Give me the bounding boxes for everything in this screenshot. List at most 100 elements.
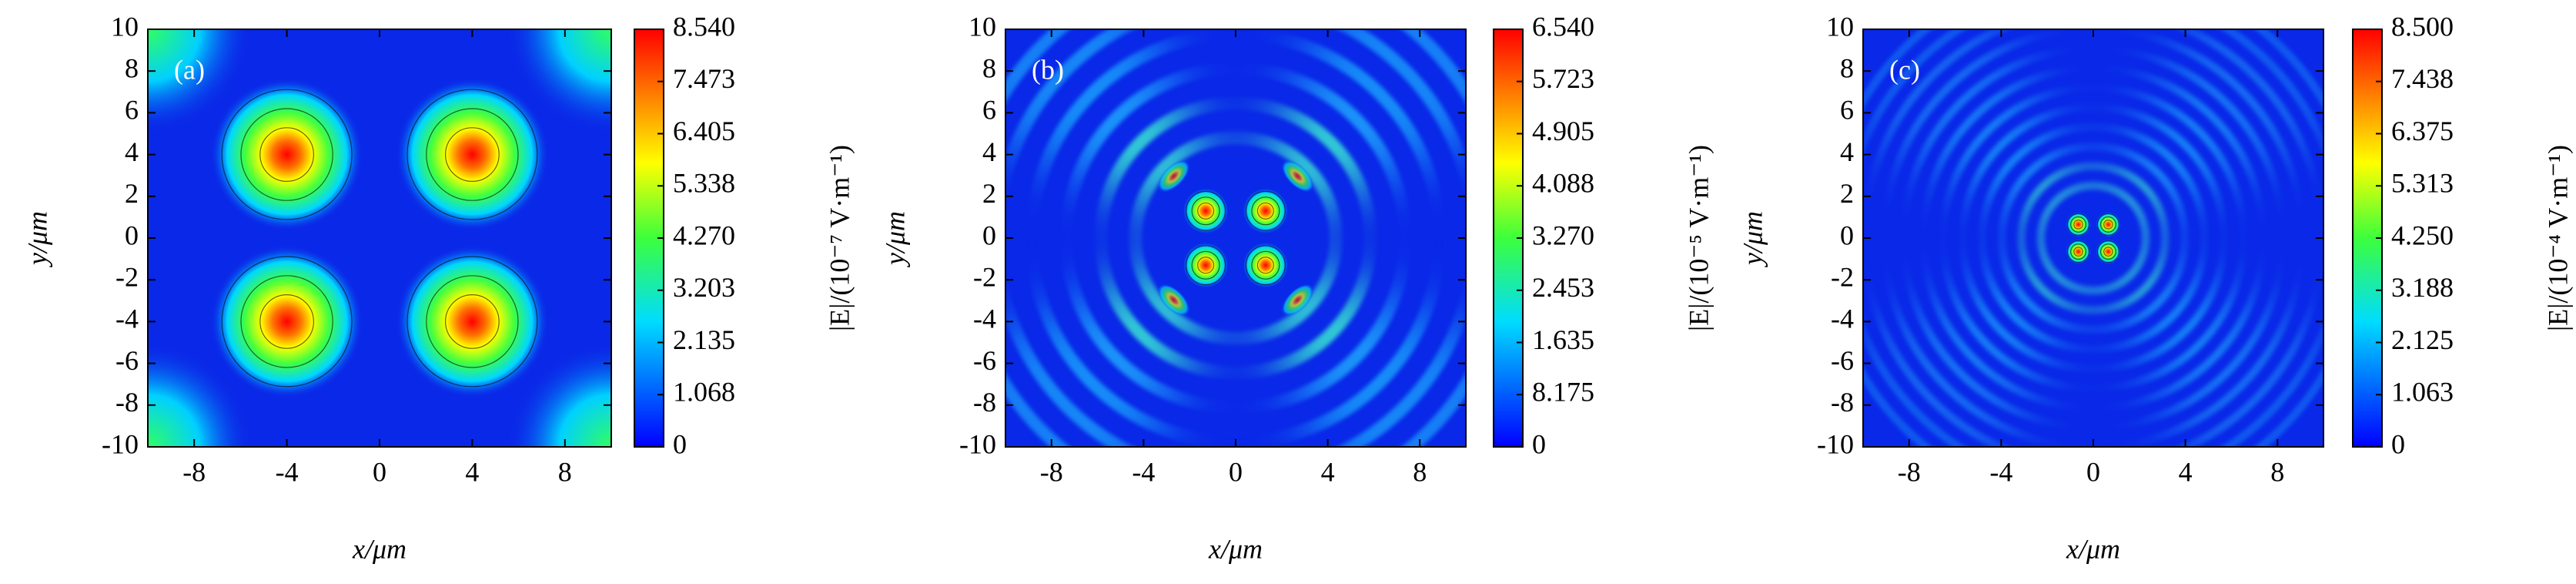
y-tick-label: -2	[1831, 261, 1854, 292]
colorbar-tick-label: 7.438	[2391, 63, 2454, 94]
colorbar-tick-label: 6.375	[2391, 116, 2454, 146]
y-tick-label: 8	[982, 52, 996, 83]
panel: (a) -8 -4 0 4 8 -10 -8 -6 -4 -2 0 2 4 6 8 10 x/μm y/μm 0 1.0…	[22, 11, 855, 564]
colorbar-label: |E|/(10⁻⁵ V·m⁻¹)	[1683, 145, 1714, 331]
x-tick-label: -8	[182, 456, 206, 487]
y-axis-label: y/μm	[879, 211, 910, 267]
colorbar-tick-label: 1.635	[1532, 324, 1594, 355]
y-tick-label: 10	[969, 11, 996, 42]
colorbar-tick-label: 6.405	[673, 116, 735, 146]
y-tick-label: 6	[982, 95, 996, 126]
colorbar-tick-label: 3.188	[2391, 272, 2454, 303]
y-tick-label: -6	[1831, 345, 1854, 376]
contour-line	[406, 256, 538, 388]
ring	[1997, 142, 2190, 334]
colorbar-tick-label: 8.540	[673, 11, 735, 42]
y-tick-label: -4	[1831, 304, 1854, 334]
colorbar-tick-label: 1.063	[2391, 377, 2454, 408]
y-tick-label: 6	[1840, 95, 1854, 126]
side-lobe	[1157, 284, 1190, 317]
colorbar-tick-label: 5.338	[673, 168, 735, 199]
contour-line	[445, 127, 500, 182]
colorbar-label: |E|/(10⁻⁷ V·m⁻¹)	[824, 145, 855, 331]
x-tick-label: 4	[1321, 456, 1335, 487]
contour-line	[2073, 220, 2083, 230]
ring	[2017, 162, 2170, 314]
x-tick-label: 4	[465, 456, 479, 487]
contour-line	[2103, 220, 2113, 230]
ring	[1939, 83, 2248, 393]
y-axis-label: y/μm	[1737, 211, 1768, 267]
colorbar-tick-label: 8.500	[2391, 11, 2454, 42]
x-tick-label: 8	[2270, 456, 2284, 487]
colorbar-tick-label: 3.270	[1532, 220, 1594, 250]
colorbar-tick-label: 3.203	[673, 272, 735, 303]
corner-lobe	[148, 342, 253, 447]
y-tick-label: 8	[1840, 52, 1854, 83]
contour-line	[221, 256, 353, 388]
x-axis-label: x/μm	[352, 533, 406, 564]
contour-line	[2099, 243, 2116, 260]
colorbar-tick-label: 1.068	[673, 377, 735, 408]
colorbar-tick-label: 4.250	[2391, 220, 2454, 250]
colorbar-tick-label: 2.135	[673, 324, 735, 355]
x-tick-label: -4	[1989, 456, 2012, 487]
y-tick-label: 4	[1840, 136, 1854, 167]
colorbar-tick-label: 5.723	[1532, 63, 1594, 94]
side-lobe	[1281, 284, 1314, 317]
y-tick-label: 0	[982, 220, 996, 250]
contour-line	[1197, 257, 1215, 274]
lobe	[2066, 239, 2092, 265]
colorbar-tick-label: 0	[1532, 428, 1546, 459]
lobe	[396, 78, 549, 231]
ring	[2036, 181, 2150, 295]
contour-line	[1256, 257, 1274, 274]
ring	[1059, 62, 1412, 415]
field	[148, 29, 611, 447]
y-tick-label: -6	[115, 345, 139, 376]
colorbar-tick-label: 6.540	[1532, 11, 1594, 42]
colorbar-tick-label: 8.175	[1532, 377, 1594, 408]
contour-line	[2096, 213, 2120, 236]
lobe	[210, 245, 363, 398]
colorbar-tick-label: 2.453	[1532, 272, 1594, 303]
y-tick-label: -10	[1817, 428, 1854, 459]
ring	[1919, 64, 2267, 412]
x-tick-label: 0	[373, 456, 386, 487]
contour-line	[259, 294, 314, 349]
field-background	[1005, 29, 1466, 447]
field-background	[1863, 29, 2323, 447]
y-tick-label: 6	[125, 95, 139, 126]
lobe	[1183, 242, 1229, 289]
contour-line	[1251, 196, 1280, 226]
panel: (c) -8 -4 0 4 8 -10 -8 -6 -4 -2 0 2 4 6 8 10 x/μm y/μm 0 1.0…	[1737, 11, 2573, 564]
lobe	[396, 245, 549, 398]
contour-line	[2066, 240, 2090, 263]
contour-line	[1256, 202, 1274, 220]
x-tick-label: -4	[276, 456, 299, 487]
y-tick-label: -10	[959, 428, 996, 459]
colorbar-tick-label: 4.270	[673, 220, 735, 250]
panel-label: (a)	[174, 54, 205, 85]
y-tick-label: -4	[973, 304, 996, 334]
contour-line	[2070, 216, 2087, 233]
lobe	[210, 78, 363, 231]
contour-line	[426, 108, 519, 201]
colorbar-tick-label: 0	[2391, 428, 2405, 459]
lobe	[2095, 211, 2121, 237]
y-tick-label: 10	[111, 11, 139, 42]
y-tick-label: 2	[125, 178, 139, 209]
y-tick-label: -2	[115, 261, 139, 292]
corner-lobe	[507, 29, 611, 134]
contour-line	[1245, 190, 1286, 231]
y-tick-label: -8	[115, 387, 139, 418]
x-tick-label: 0	[2086, 456, 2100, 487]
field	[1005, 29, 1466, 447]
y-tick-label: -2	[973, 261, 996, 292]
lobe	[2066, 211, 2092, 237]
colorbar-tick-label: 7.473	[673, 63, 735, 94]
x-tick-label: 4	[2179, 456, 2193, 487]
panel: (b) -8 -4 0 4 8 -10 -8 -6 -4 -2 0 2 4 6 8 10 x/μm y/μm 0 8.1…	[879, 11, 1714, 564]
lobe	[2095, 239, 2121, 265]
